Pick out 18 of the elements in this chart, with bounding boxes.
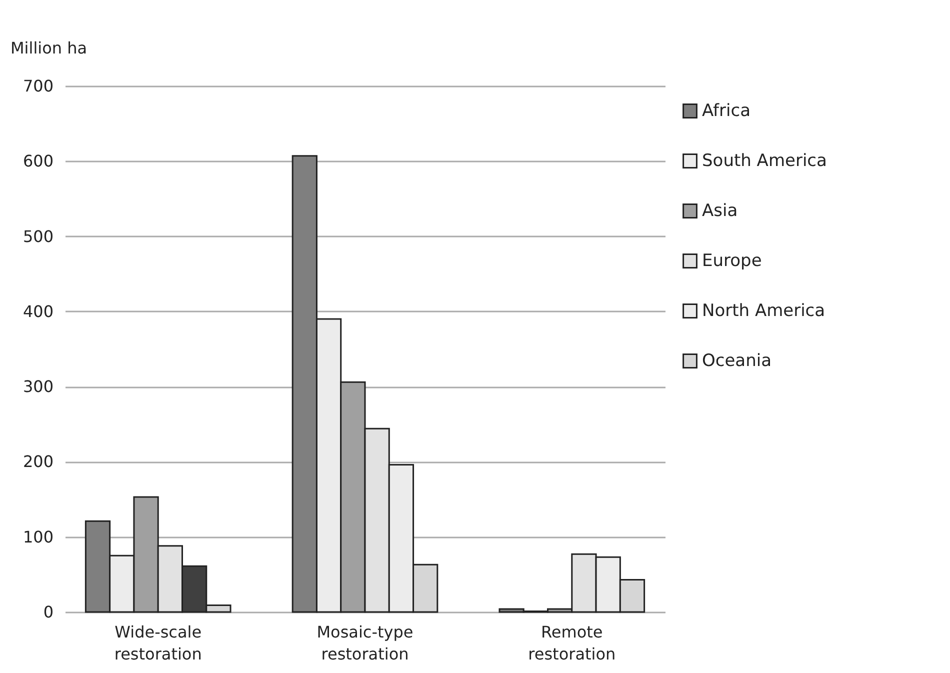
y-tick-label: 600 [22, 152, 54, 171]
x-tick-label: Wide-scale restoration [114, 622, 202, 664]
legend-label: Africa [702, 101, 750, 121]
legend-label: Asia [702, 201, 738, 221]
x-tick-label: Remote restoration [528, 622, 616, 664]
y-tick-label: 200 [22, 452, 54, 472]
legend-label: North America [702, 301, 826, 321]
y-tick-label: 500 [22, 226, 54, 246]
x-tick-label: Mosaic-type restoration [316, 622, 414, 664]
y-tick-label: 300 [22, 377, 54, 396]
y-tick-label: 0 [43, 602, 54, 622]
y-tick-label: 100 [22, 527, 54, 546]
legend-label: Oceania [702, 351, 772, 371]
legend-label: Europe [702, 251, 762, 271]
y-axis-title: Million ha [10, 38, 88, 58]
y-tick-label: 700 [22, 76, 54, 96]
legend-label: South America [702, 151, 827, 171]
y-tick-label: 400 [22, 302, 54, 321]
